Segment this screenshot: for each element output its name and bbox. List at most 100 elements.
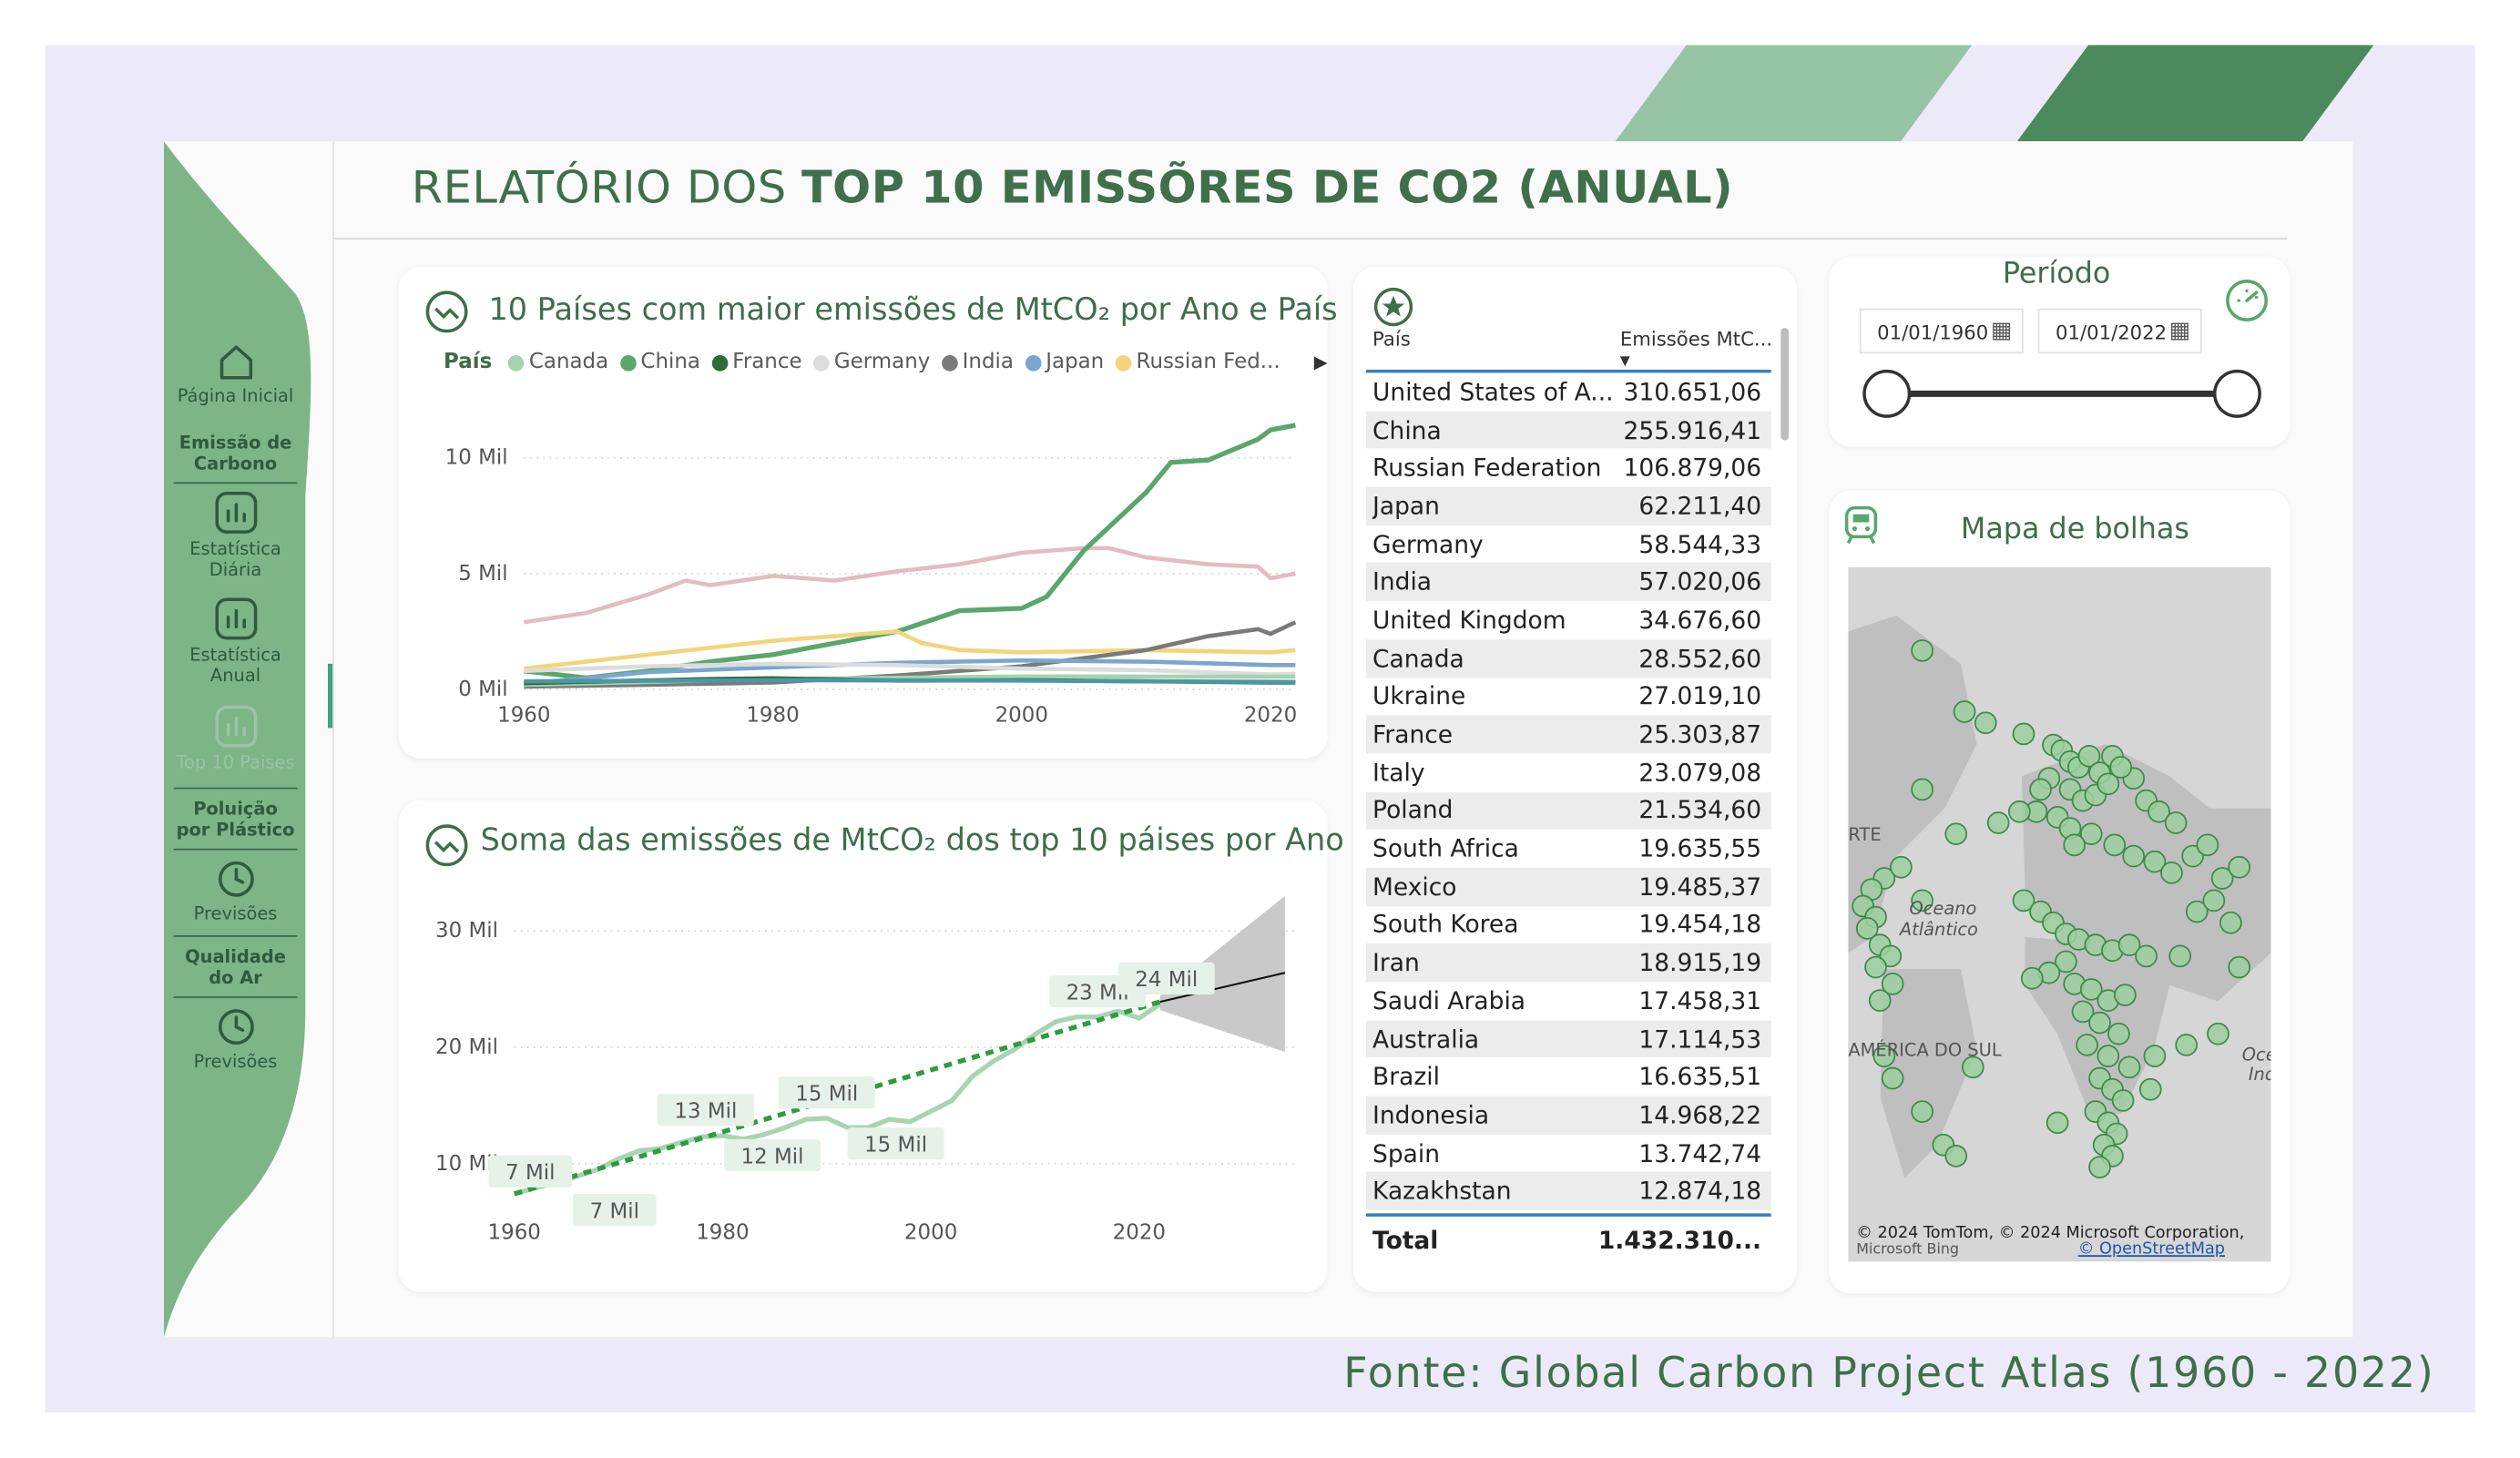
table-row[interactable]: Iran 18.915,19 <box>1365 943 1771 983</box>
map-bubble[interactable] <box>2168 944 2192 968</box>
legend-next-arrow-icon[interactable]: ▶ <box>1313 352 1328 373</box>
openstreetmap-link[interactable]: © OpenStreetMap <box>2077 1240 2226 1259</box>
table-row[interactable]: Indonesia 14.968,22 <box>1365 1096 1771 1135</box>
map-bubble[interactable] <box>1881 1066 1904 1090</box>
map-bubble[interactable] <box>2164 811 2188 834</box>
map-bubble[interactable] <box>2107 1022 2130 1045</box>
table-row[interactable]: South Africa 19.635,55 <box>1366 830 1771 868</box>
map-bubble[interactable] <box>2228 855 2251 879</box>
map-bubble[interactable] <box>2185 900 2209 923</box>
legend-item-germany[interactable]: Germany <box>812 351 930 374</box>
table-row[interactable]: Italy 23.079,08 <box>1366 753 1771 791</box>
nav-home[interactable]: Página Inicial <box>174 341 298 406</box>
table-row[interactable]: Australia 17.114,53 <box>1365 1020 1771 1058</box>
series-line[interactable] <box>524 629 1296 671</box>
end-date-input[interactable]: 01/01/2022 ▦ <box>2037 308 2202 354</box>
series-line[interactable] <box>524 661 1296 677</box>
map-bubble[interactable] <box>2079 978 2103 1001</box>
start-date-input[interactable]: 01/01/1960 ▦ <box>1859 308 2024 354</box>
map-bubble[interactable] <box>2143 1045 2167 1067</box>
map-bubble[interactable] <box>1911 639 1933 662</box>
slider-handle-end[interactable] <box>2212 369 2261 418</box>
table-row[interactable]: France 25.303,87 <box>1365 715 1771 754</box>
map-bubble[interactable] <box>2210 867 2234 890</box>
map-bubble[interactable] <box>2088 1156 2111 1178</box>
map-bubble[interactable] <box>2063 833 2086 857</box>
map-bubble[interactable] <box>2160 862 2183 884</box>
map-bubble[interactable] <box>2097 772 2120 796</box>
map-bubble[interactable] <box>1944 1145 1968 1167</box>
map-bubble[interactable] <box>2012 722 2035 746</box>
table-row[interactable]: United States of A... 310.651,06 <box>1366 372 1771 411</box>
map-bubble[interactable] <box>2020 966 2044 990</box>
legend-item-china[interactable]: China <box>619 351 700 374</box>
map-bubble[interactable] <box>1890 855 1913 879</box>
map-bubble[interactable] <box>1855 917 1879 940</box>
map-bubble[interactable] <box>1911 1100 1933 1123</box>
table-header-country[interactable]: País <box>1372 327 1411 351</box>
map-bubble[interactable] <box>1864 955 1887 979</box>
map-bubble[interactable] <box>2103 833 2127 857</box>
sum-line[interactable] <box>513 1002 1162 1197</box>
map-bubble[interactable] <box>1961 1055 1984 1079</box>
map-bubble[interactable] <box>2135 944 2158 968</box>
map-bubble[interactable] <box>2111 1089 2135 1112</box>
nav-air-quality[interactable]: Qualidade do Ar <box>174 946 298 988</box>
nav-annual-stats[interactable]: Estatística Anual <box>174 596 298 687</box>
map-bubble[interactable] <box>2012 889 2035 913</box>
series-line[interactable] <box>523 423 1296 680</box>
map-bubble[interactable] <box>2175 1034 2199 1056</box>
map-bubble[interactable] <box>1868 989 1892 1012</box>
forecast-line[interactable] <box>1159 972 1286 1004</box>
map-bubble[interactable] <box>1944 822 1968 846</box>
map-bubble[interactable] <box>2055 950 2077 974</box>
legend-item-india[interactable]: India <box>941 351 1014 374</box>
map-bubble[interactable] <box>1986 811 2010 834</box>
table-row[interactable]: Japan 62.211,40 <box>1365 486 1771 525</box>
map-bubble[interactable] <box>2079 822 2103 846</box>
table-row[interactable]: Russian Federation 106.879,06 <box>1366 449 1771 487</box>
nav-top10[interactable]: Top 10 Paises <box>174 704 298 773</box>
map-bubble[interactable] <box>2008 800 2031 823</box>
map-bubble[interactable] <box>2097 1045 2120 1067</box>
map-bubble[interactable] <box>2117 1055 2141 1079</box>
map-bubble[interactable] <box>2071 1000 2095 1024</box>
map-bubble[interactable] <box>2046 1111 2069 1135</box>
map-bubble[interactable] <box>2122 844 2146 868</box>
nav-forecast-2[interactable]: Previsões <box>174 1006 298 1072</box>
map-bubble[interactable] <box>2228 955 2251 979</box>
legend-item-france[interactable]: France <box>711 351 802 374</box>
period-slider[interactable] <box>1854 366 2272 421</box>
map-bubble[interactable] <box>2148 800 2170 823</box>
legend-item-japan[interactable]: Japan <box>1025 351 1104 374</box>
series-line[interactable] <box>523 545 1296 625</box>
legend-item-canada[interactable]: Canada <box>507 351 608 374</box>
table-row[interactable]: Spain 13.742,74 <box>1366 1134 1771 1172</box>
nav-carbon[interactable]: Emissão de Carbono <box>174 433 298 474</box>
series-line[interactable] <box>524 620 1297 689</box>
bubble-map[interactable]: RTE Oceano Atlântico AMÉRICA DO SUL Oce … <box>1848 566 2271 1262</box>
map-bubble[interactable] <box>2202 889 2226 913</box>
map-bubble[interactable] <box>2138 1077 2162 1101</box>
sort-desc-icon[interactable]: ▼ <box>1619 353 1630 369</box>
table-row[interactable]: Poland 21.534,60 <box>1365 791 1771 831</box>
table-row[interactable]: South Korea 19.454,18 <box>1366 906 1771 944</box>
nav-plastic[interactable]: Poluição por Plástico <box>174 799 298 841</box>
map-bubble[interactable] <box>2219 911 2242 934</box>
table-row[interactable]: Brazil 16.635,51 <box>1366 1058 1771 1096</box>
map-bubble[interactable] <box>1911 778 1933 801</box>
series-line[interactable] <box>524 678 1296 685</box>
table-row[interactable]: United Kingdom 34.676,60 <box>1366 601 1771 639</box>
map-bubble[interactable] <box>2109 756 2133 779</box>
map-bubble[interactable] <box>1881 972 1904 995</box>
slider-handle-start[interactable] <box>1862 369 1912 418</box>
map-bubble[interactable] <box>1974 711 1997 735</box>
table-header-value[interactable]: Emissões MtC... <box>1619 327 1773 351</box>
table-row[interactable]: Mexico 19.485,37 <box>1365 867 1771 906</box>
table-row[interactable]: Saudi Arabia 17.458,31 <box>1366 982 1771 1020</box>
table-row[interactable]: Canada 28.552,60 <box>1365 639 1771 678</box>
table-row[interactable]: Kazakhstan 12.874,18 <box>1365 1172 1771 1211</box>
series-line[interactable] <box>524 658 1296 687</box>
nav-forecast-1[interactable]: Previsões <box>174 858 298 924</box>
calendar-icon[interactable]: ▦ <box>2168 318 2191 344</box>
